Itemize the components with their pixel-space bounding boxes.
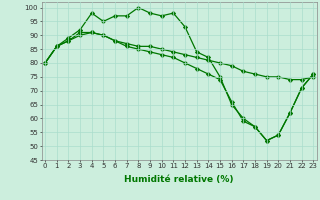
X-axis label: Humidité relative (%): Humidité relative (%) (124, 175, 234, 184)
